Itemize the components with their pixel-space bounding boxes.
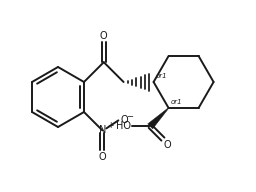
Text: O: O (99, 152, 106, 162)
Text: −: − (126, 112, 133, 121)
Polygon shape (148, 108, 169, 129)
Text: N: N (99, 125, 106, 135)
Text: HO: HO (116, 121, 131, 131)
Text: O: O (164, 140, 172, 150)
Text: +: + (107, 121, 114, 130)
Text: O: O (120, 115, 128, 125)
Text: O: O (100, 31, 108, 41)
Text: or1: or1 (170, 99, 182, 105)
Text: or1: or1 (156, 73, 167, 79)
